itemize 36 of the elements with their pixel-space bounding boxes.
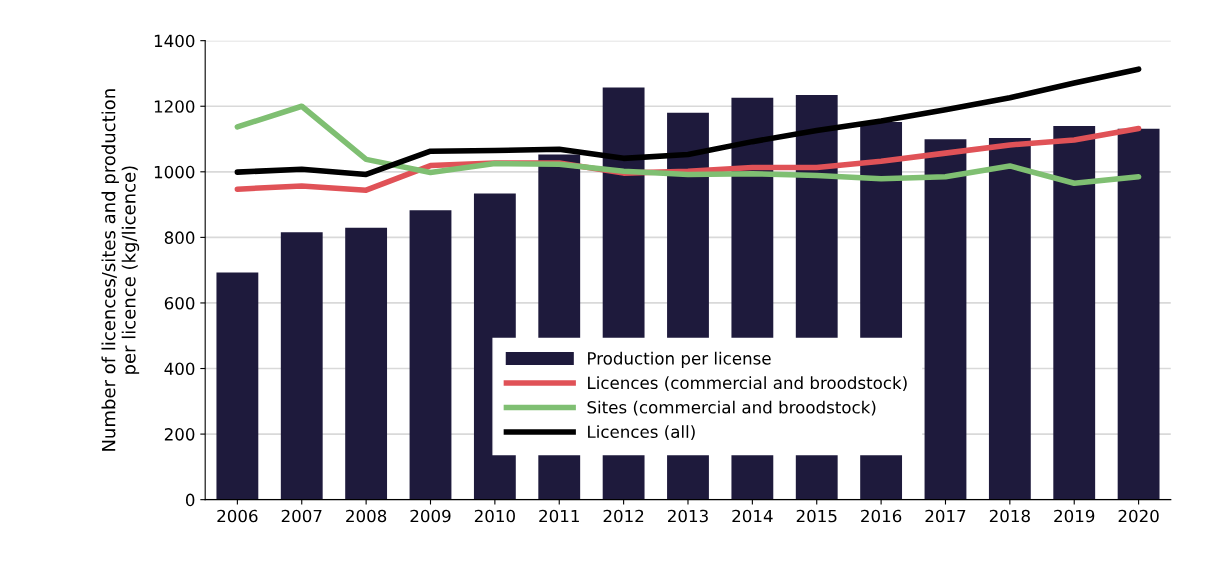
x-tick-label: 2016 — [861, 509, 902, 523]
bar — [1117, 128, 1160, 500]
legend-label: Production per license — [588, 351, 771, 368]
bar — [924, 139, 967, 500]
bar — [216, 272, 259, 500]
bar — [345, 227, 388, 500]
x-tick-label: 2010 — [474, 509, 515, 523]
legend-label: Licences (commercial and broodstock) — [588, 376, 907, 392]
x-tick-label: 2007 — [281, 509, 322, 523]
x-tick-label: 2020 — [1118, 509, 1159, 523]
x-tick-label: 2017 — [925, 509, 966, 523]
x-tick-label: 2015 — [796, 509, 837, 523]
x-tick-label: 2011 — [539, 509, 579, 523]
y-tick-label: 0 — [185, 493, 195, 507]
y-tick-label: 1200 — [154, 100, 195, 113]
x-tick-label: 2009 — [410, 509, 451, 523]
legend-label: Sites (commercial and broodstock) — [587, 400, 876, 416]
bar — [409, 210, 452, 500]
x-tick-label: 2019 — [1054, 509, 1095, 523]
x-tick-label: 2008 — [346, 509, 387, 523]
y-tick-label: 800 — [164, 231, 195, 244]
y-tick-label: 1400 — [154, 34, 195, 48]
legend-label: Licences (all) — [588, 425, 695, 441]
y-tick-label: 600 — [164, 296, 195, 310]
y-tick-label: 400 — [164, 362, 195, 376]
x-tick-label: 2014 — [732, 509, 773, 523]
x-tick-label: 2012 — [603, 509, 644, 523]
x-tick-label: 2006 — [217, 509, 258, 523]
bar — [1053, 125, 1096, 500]
y-tick-label: 200 — [164, 428, 195, 441]
y-axis-title: Number of licences/sites and production per licence (kg/licence) — [101, 89, 140, 451]
bar — [280, 232, 323, 500]
y-tick-label: 1000 — [154, 165, 195, 179]
bar — [988, 138, 1031, 500]
x-tick-label: 2013 — [668, 509, 708, 523]
x-tick-label: 2018 — [989, 509, 1030, 523]
